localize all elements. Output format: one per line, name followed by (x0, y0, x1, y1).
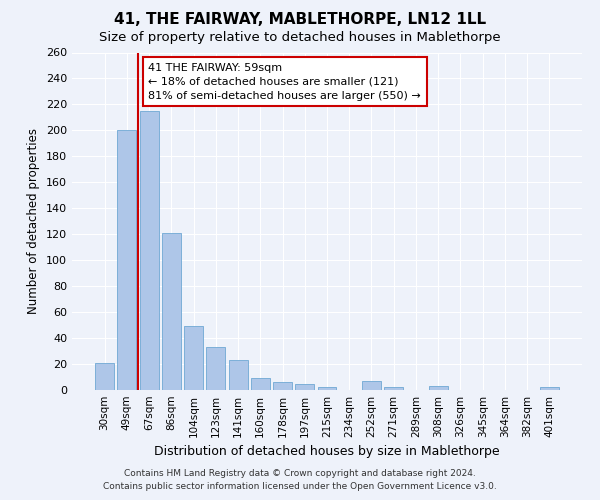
Y-axis label: Number of detached properties: Number of detached properties (28, 128, 40, 314)
Bar (118, 130, 136, 390)
Text: Size of property relative to detached houses in Mablethorpe: Size of property relative to detached ho… (99, 32, 501, 44)
Text: 41, THE FAIRWAY, MABLETHORPE, LN12 1LL: 41, THE FAIRWAY, MABLETHORPE, LN12 1LL (114, 12, 486, 28)
Bar (429, 386, 448, 390)
Bar (162, 233, 181, 390)
Bar (229, 360, 248, 390)
Bar (95, 362, 114, 390)
Bar (140, 111, 158, 390)
Bar (295, 384, 314, 390)
Bar (206, 347, 225, 390)
Bar (273, 382, 292, 390)
X-axis label: Distribution of detached houses by size in Mablethorpe: Distribution of detached houses by size … (154, 446, 500, 458)
Bar (184, 326, 203, 390)
Text: 41 THE FAIRWAY: 59sqm
← 18% of detached houses are smaller (121)
81% of semi-det: 41 THE FAIRWAY: 59sqm ← 18% of detached … (149, 62, 421, 100)
Bar (251, 378, 270, 390)
Bar (317, 388, 337, 390)
Text: Contains HM Land Registry data © Crown copyright and database right 2024.
Contai: Contains HM Land Registry data © Crown c… (103, 470, 497, 491)
Bar (362, 381, 381, 390)
Bar (540, 388, 559, 390)
Bar (384, 388, 403, 390)
